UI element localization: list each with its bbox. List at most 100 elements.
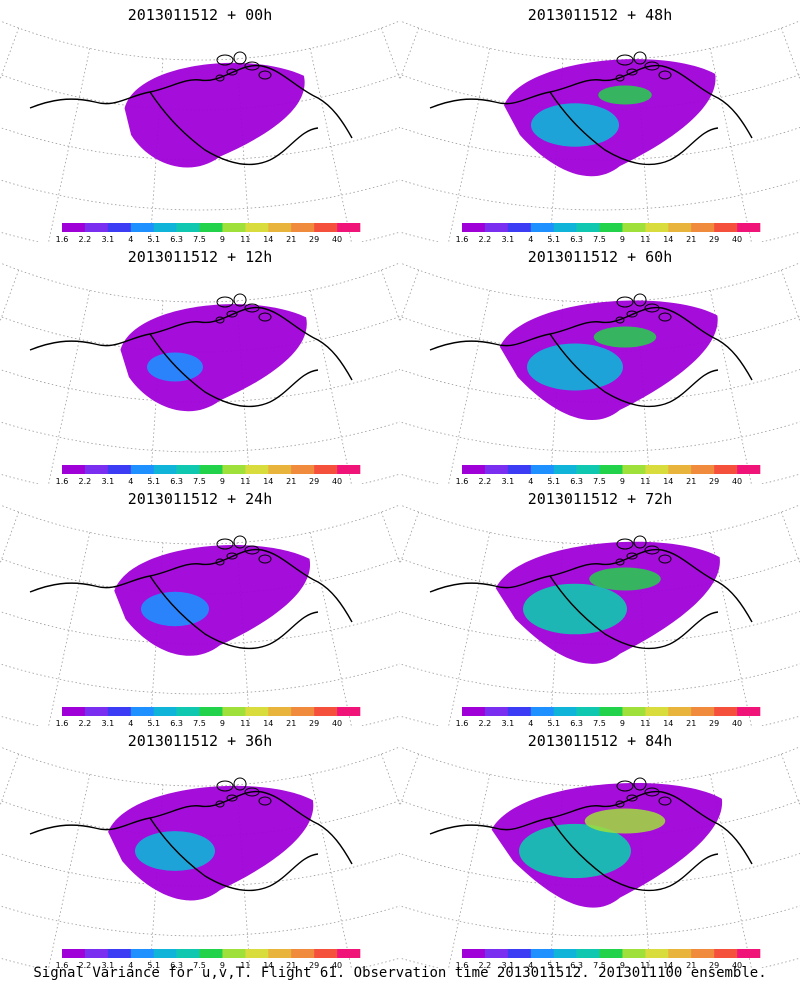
island bbox=[616, 54, 634, 66]
panel-title: 2013011512 + 24h bbox=[127, 490, 273, 508]
colorbar-swatch bbox=[507, 465, 532, 474]
variance-region-mid bbox=[527, 343, 623, 391]
colorbar-tick-label: 3.1 bbox=[101, 477, 114, 484]
colorbar-tick-label: 1.6 bbox=[56, 719, 69, 726]
colorbar-swatch bbox=[268, 465, 292, 474]
variance-region-mid bbox=[135, 831, 215, 871]
colorbar-tick-label: 7.5 bbox=[193, 961, 206, 968]
colorbar-tick-label: 11 bbox=[240, 719, 250, 726]
longitude-line bbox=[380, 269, 400, 323]
colorbar-swatch bbox=[462, 465, 486, 474]
longitude-line bbox=[448, 48, 491, 242]
colorbar-tick-label: 5.1 bbox=[147, 477, 160, 484]
colorbar-tick-label: 6.3 bbox=[570, 477, 583, 484]
colorbar-tick-label: 29 bbox=[309, 235, 319, 242]
island bbox=[233, 535, 247, 549]
colorbar-tick-label: 21 bbox=[686, 719, 696, 726]
colorbar-swatch bbox=[337, 223, 361, 232]
colorbar-swatch bbox=[153, 223, 177, 232]
colorbar-tick-label: 11 bbox=[240, 477, 250, 484]
variance-region-mid bbox=[523, 583, 627, 635]
latitude-line bbox=[400, 663, 800, 695]
variance-field bbox=[120, 304, 307, 412]
colorbar-swatch bbox=[576, 465, 600, 474]
coastline bbox=[29, 306, 353, 408]
colorbar-tick-label: 40 bbox=[332, 477, 342, 484]
colorbar-tick-label: 14 bbox=[663, 961, 673, 968]
map-plot: 1.6 2.2 3.1 4 5.1 6.3 7.5 9 11 14 21 29 40 bbox=[0, 504, 400, 726]
colorbar-swatch bbox=[314, 949, 338, 958]
colorbar-swatch bbox=[737, 223, 761, 232]
colorbar-tick-label: 7.5 bbox=[593, 235, 606, 242]
colorbar-tick-label: 3.1 bbox=[101, 719, 114, 726]
colorbar-tick-label: 40 bbox=[732, 961, 742, 968]
colorbar-swatch bbox=[622, 949, 646, 958]
map-panel: 1.6 2.2 3.1 4 5.1 6.3 7.5 9 11 14 21 29 40 2013011512… bbox=[0, 242, 400, 484]
longitude-line bbox=[309, 48, 352, 242]
colorbar-tick-label: 29 bbox=[309, 477, 319, 484]
colorbar-swatch bbox=[130, 949, 154, 958]
colorbar-swatch bbox=[314, 707, 338, 716]
island bbox=[658, 796, 672, 806]
variance-region-low bbox=[114, 545, 311, 656]
longitude-line bbox=[380, 511, 400, 565]
colorbar-tick-label: 3.1 bbox=[501, 235, 514, 242]
longitude-line bbox=[309, 774, 352, 968]
colorbar-tick-label: 9 bbox=[620, 719, 625, 726]
variance-region-mid bbox=[147, 352, 203, 382]
latitude-line bbox=[400, 905, 800, 937]
colorbar-tick-label: 7.5 bbox=[193, 235, 206, 242]
colorbar-tick-label: 29 bbox=[309, 719, 319, 726]
colorbar-tick-label: 5.1 bbox=[547, 235, 560, 242]
colorbar-tick-label: 4 bbox=[528, 477, 533, 484]
island bbox=[615, 558, 625, 566]
map-plot: 1.6 2.2 3.1 4 5.1 6.3 7.5 9 11 14 21 29 40 bbox=[400, 262, 800, 484]
colorbar-swatch bbox=[645, 707, 669, 716]
map-plot: 1.6 2.2 3.1 4 5.1 6.3 7.5 9 11 14 21 29 40 bbox=[400, 20, 800, 242]
colorbar-swatch bbox=[268, 707, 292, 716]
variance-field bbox=[108, 785, 314, 901]
colorbar: 1.6 2.2 3.1 4 5.1 6.3 7.5 9 11 14 21 29 40 bbox=[456, 465, 761, 484]
colorbar-swatch bbox=[291, 707, 315, 716]
colorbar-swatch bbox=[176, 707, 200, 716]
island bbox=[626, 68, 638, 76]
colorbar-tick-label: 7.5 bbox=[593, 961, 606, 968]
colorbar-swatch bbox=[737, 949, 761, 958]
island bbox=[244, 787, 260, 797]
panel-title: 2013011512 + 84h bbox=[527, 732, 673, 750]
colorbar-tick-label: 5.1 bbox=[147, 961, 160, 968]
island bbox=[626, 310, 638, 318]
island bbox=[215, 316, 225, 324]
island bbox=[633, 293, 647, 307]
latitude-line bbox=[400, 799, 800, 837]
colorbar-swatch bbox=[599, 223, 623, 232]
longitude-line bbox=[400, 753, 420, 807]
colorbar-swatch bbox=[176, 465, 200, 474]
colorbar-swatch bbox=[222, 707, 246, 716]
longitude-line bbox=[448, 774, 491, 968]
colorbar-swatch bbox=[130, 465, 154, 474]
island bbox=[658, 70, 672, 80]
variance-field bbox=[503, 59, 716, 177]
colorbar-swatch bbox=[176, 949, 200, 958]
colorbar-swatch bbox=[245, 707, 269, 716]
colorbar-swatch bbox=[84, 223, 109, 232]
colorbar: 1.6 2.2 3.1 4 5.1 6.3 7.5 9 11 14 21 29 40 bbox=[56, 223, 361, 242]
colorbar-swatch bbox=[576, 223, 600, 232]
colorbar-tick-label: 29 bbox=[309, 961, 319, 968]
island bbox=[644, 545, 660, 555]
island bbox=[215, 74, 225, 82]
colorbar-tick-label: 21 bbox=[286, 719, 296, 726]
colorbar-tick-label: 21 bbox=[286, 961, 296, 968]
panel-title: 2013011512 + 00h bbox=[127, 6, 273, 24]
coastline bbox=[29, 790, 353, 892]
colorbar-tick-label: 3.1 bbox=[501, 477, 514, 484]
colorbar-tick-label: 7.5 bbox=[593, 477, 606, 484]
colorbar-swatch bbox=[668, 465, 692, 474]
colorbar-tick-label: 6.3 bbox=[170, 235, 183, 242]
island bbox=[258, 312, 272, 322]
colorbar-swatch bbox=[222, 223, 246, 232]
longitude-line bbox=[0, 27, 20, 81]
colorbar-swatch bbox=[153, 949, 177, 958]
colorbar-swatch bbox=[107, 949, 132, 958]
